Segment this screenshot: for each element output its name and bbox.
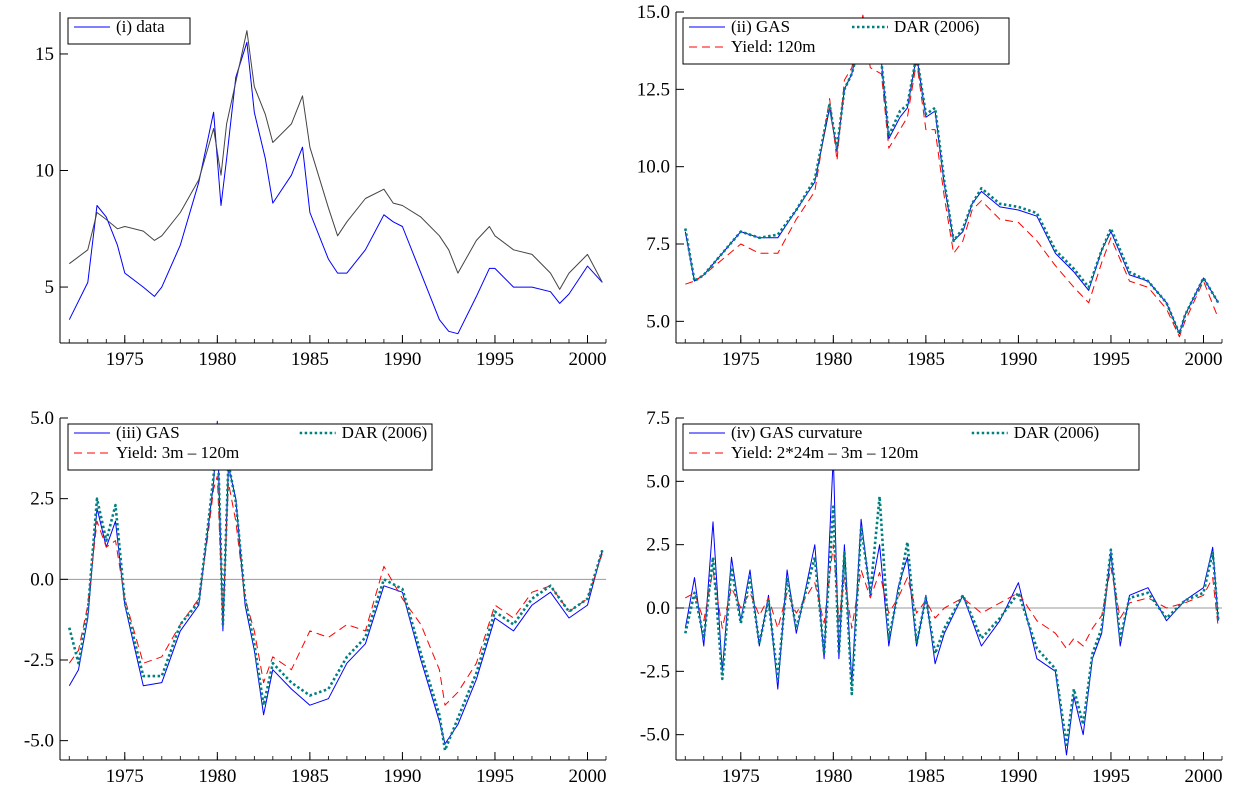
- legend-label: (iv) GAS curvature: [731, 423, 862, 442]
- y-tick-label: 0.0: [646, 598, 670, 619]
- x-tick-label: 2000: [568, 766, 606, 787]
- x-tick-label: 1985: [907, 766, 945, 787]
- y-tick-label: 15.0: [637, 2, 670, 23]
- x-tick-label: 1990: [999, 766, 1037, 787]
- x-tick-label: 1985: [291, 766, 329, 787]
- y-tick-label: 7.5: [646, 408, 670, 429]
- legend-box: [682, 423, 1140, 471]
- x-tick-label: 1995: [1092, 349, 1130, 370]
- series-line-1: [68, 41, 603, 335]
- y-tick-label: -5.0: [640, 725, 670, 746]
- panel-1: 1975 1980 1985 1990 1995 2000 5 10 15 (i) data: [35, 12, 606, 370]
- series-line-2: [685, 14, 1219, 338]
- x-tick-label: 1975: [722, 766, 760, 787]
- x-tick-label: 1980: [814, 766, 852, 787]
- y-tick-label: -2.5: [24, 650, 54, 671]
- series-line-3: [684, 495, 1220, 747]
- y-tick-label: 2.5: [30, 489, 54, 510]
- x-tick-label: 1995: [1092, 766, 1130, 787]
- y-tick-label: 0.0: [30, 569, 54, 590]
- y-tick-label: 12.5: [637, 79, 670, 100]
- y-tick-label: -5.0: [24, 731, 54, 752]
- series-line-1: [684, 23, 1219, 335]
- x-tick-label: 1990: [383, 766, 421, 787]
- series-line-2: [68, 475, 603, 706]
- series-line-2: [685, 544, 1219, 649]
- y-tick-label: 5.0: [646, 471, 670, 492]
- series-line-3: [684, 29, 1220, 336]
- panel-3: 1975 1980 1985 1990 1995 2000 -5.0 -2.5 0.0 2.5 5.…: [24, 408, 607, 787]
- legend-label: Yield: 2*24m – 3m – 120m: [731, 443, 918, 462]
- x-tick-label: 1995: [476, 349, 514, 370]
- x-tick-label: 1980: [198, 349, 236, 370]
- legend-label: (i) data: [116, 17, 165, 36]
- y-tick-label: 10: [35, 161, 54, 182]
- y-tick-label: -2.5: [640, 661, 670, 682]
- legend-label: Yield: 3m – 120m: [116, 443, 239, 462]
- legend-label: Yield: 120m: [731, 37, 816, 56]
- legend-box: [682, 17, 1010, 65]
- x-tick-label: 1995: [476, 766, 514, 787]
- x-tick-label: 1975: [722, 349, 760, 370]
- y-tick-label: 2.5: [646, 535, 670, 556]
- series-line-3: [68, 423, 604, 752]
- y-tick-label: 7.5: [646, 234, 670, 255]
- legend-label: (iii) GAS: [116, 423, 180, 442]
- x-tick-label: 1980: [814, 349, 852, 370]
- x-tick-label: 1990: [383, 349, 421, 370]
- x-tick-label: 2000: [1184, 349, 1222, 370]
- x-tick-label: 1985: [291, 349, 329, 370]
- x-tick-label: 1980: [198, 766, 236, 787]
- y-tick-label: 5: [45, 277, 55, 298]
- legend-box: [67, 17, 191, 45]
- y-tick-label: 5.0: [30, 408, 54, 429]
- legend-label: DAR (2006): [894, 17, 979, 36]
- x-tick-label: 2000: [1184, 766, 1222, 787]
- series-line-2: [68, 30, 603, 290]
- x-tick-label: 1975: [106, 349, 144, 370]
- y-tick-label: 10.0: [637, 157, 670, 178]
- y-tick-label: 15: [35, 44, 54, 65]
- panel-4: 1975 1980 1985 1990 1995 2000 -5.0 -2.5 0.0 2.5 5.…: [640, 408, 1223, 787]
- panel-2: 1975 1980 1985 1990 1995 2000 5.0 7.5 10.0 12.5 15…: [637, 2, 1223, 370]
- legend-label: DAR (2006): [1014, 423, 1099, 442]
- x-tick-label: 1975: [106, 766, 144, 787]
- y-tick-label: 5.0: [646, 311, 670, 332]
- x-tick-label: 2000: [568, 349, 606, 370]
- series-line-1: [684, 455, 1219, 756]
- legend-label: DAR (2006): [342, 423, 427, 442]
- x-tick-label: 1990: [999, 349, 1037, 370]
- x-tick-label: 1985: [907, 349, 945, 370]
- legend-label: (ii) GAS: [731, 17, 790, 36]
- legend-box: [67, 423, 433, 471]
- series-line-1: [68, 420, 603, 745]
